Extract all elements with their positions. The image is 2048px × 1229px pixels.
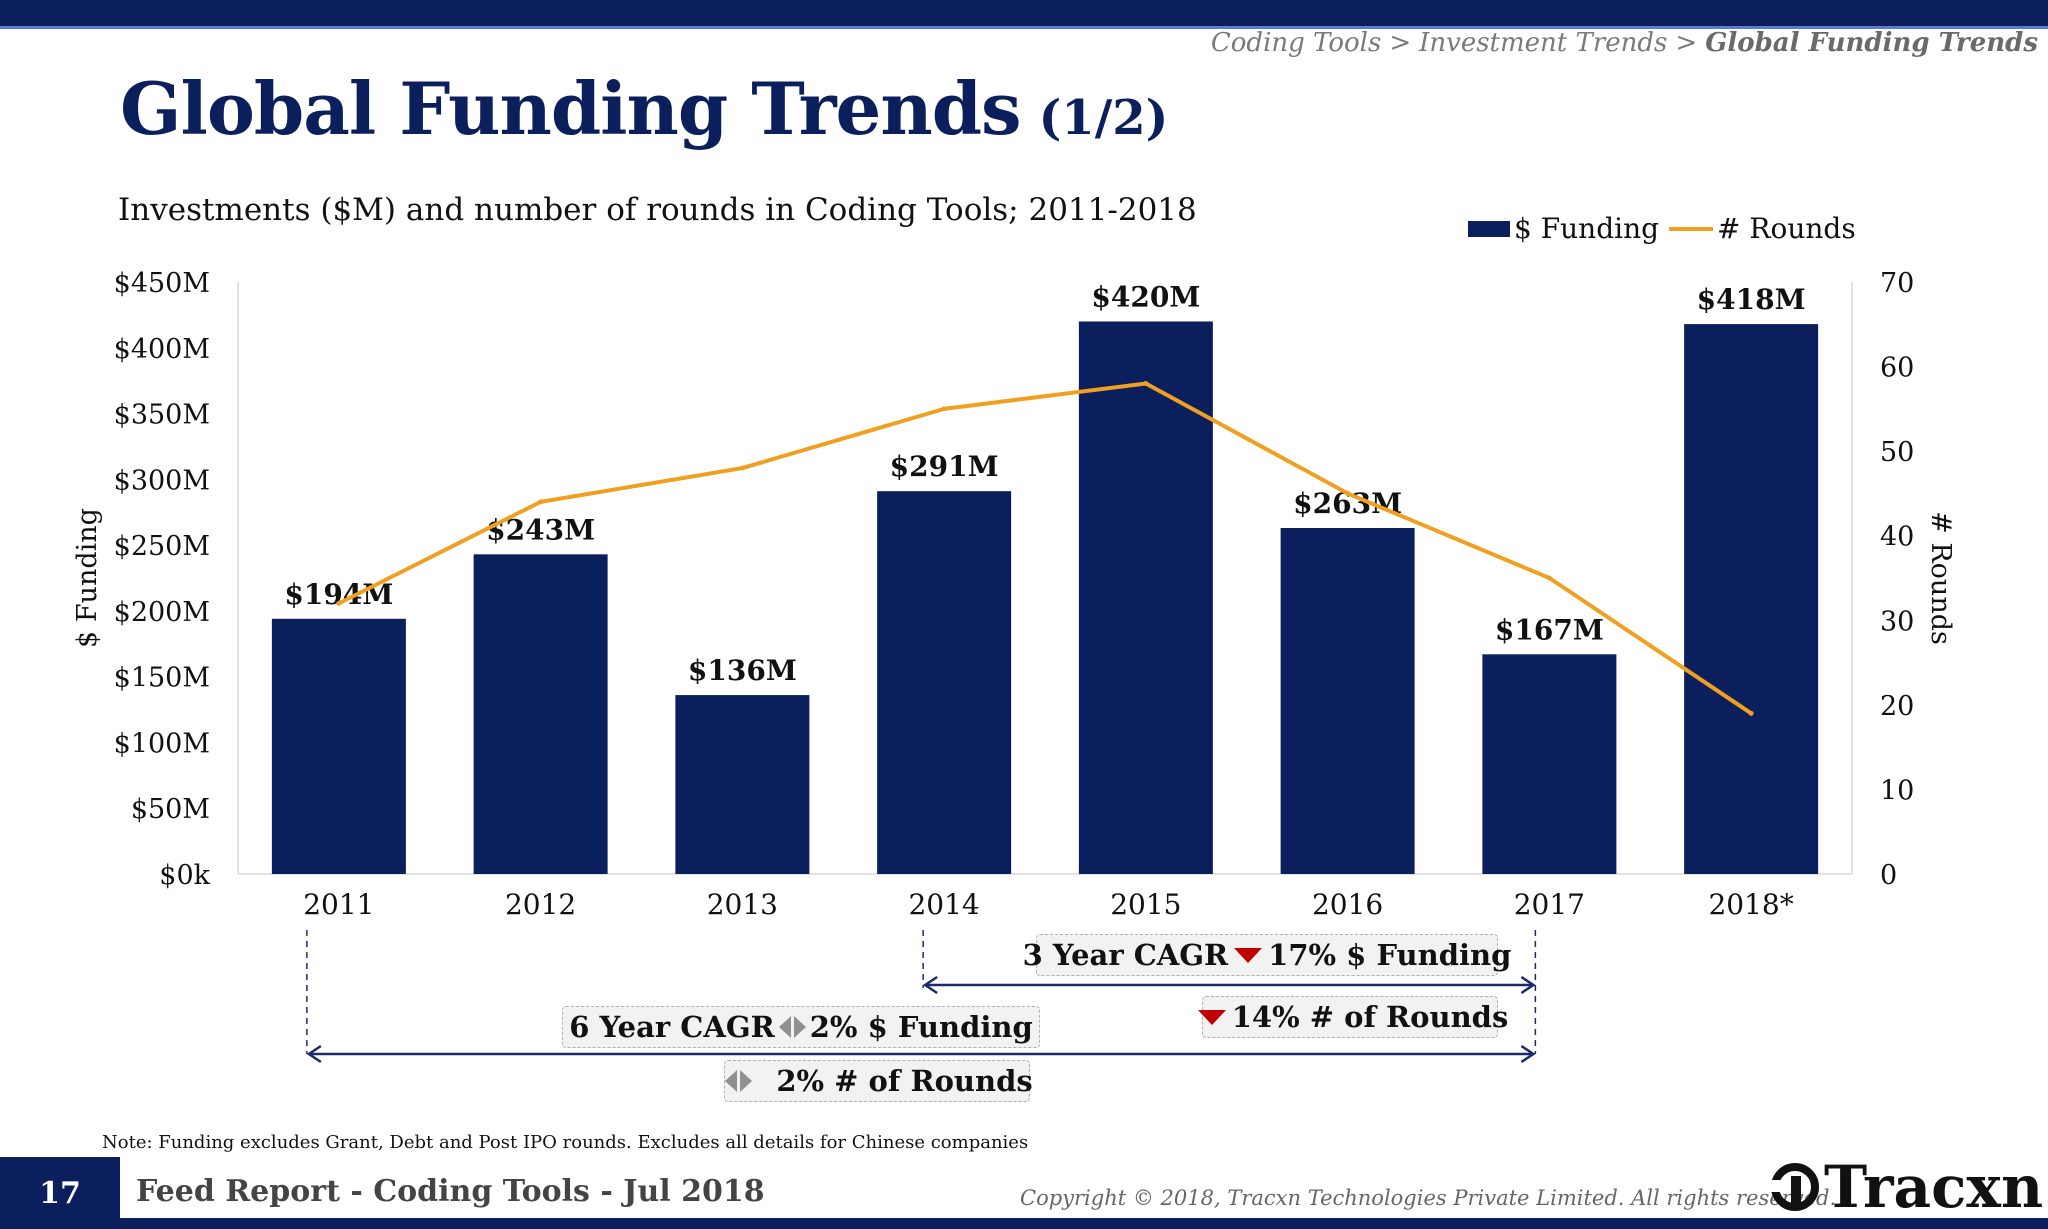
y-tick-label: $100M xyxy=(114,728,210,759)
chart-subtitle: Investments ($M) and number of rounds in… xyxy=(118,192,1197,228)
breadcrumb-item[interactable]: Coding Tools xyxy=(1210,28,1382,58)
rounds-point xyxy=(1143,380,1149,386)
y-right-tick-label: 10 xyxy=(1880,775,1914,806)
arrow-3yr-head-right xyxy=(1520,975,1536,995)
y-right-tick-label: 60 xyxy=(1880,353,1914,384)
rounds-point xyxy=(1345,490,1351,496)
y-right-tick-label: 70 xyxy=(1880,268,1914,299)
bar xyxy=(675,695,810,874)
breadcrumb-separator: > xyxy=(1389,28,1412,58)
bar-data-label: $420M xyxy=(1091,280,1200,313)
chart-legend: $ Funding # Rounds xyxy=(1468,212,1856,245)
breadcrumb-item[interactable]: Investment Trends xyxy=(1419,28,1668,58)
report-title: Feed Report - Coding Tools - Jul 2018 xyxy=(136,1174,765,1209)
bar-data-label: $243M xyxy=(486,513,595,546)
y-tick-label: $150M xyxy=(114,663,210,694)
rounds-point xyxy=(739,465,745,471)
legend-bar-label: $ Funding xyxy=(1514,212,1660,245)
bar xyxy=(1078,321,1213,874)
x-tick-label: 2015 xyxy=(1110,888,1181,921)
bar-data-label: $136M xyxy=(688,654,797,687)
footer-bar xyxy=(0,1218,2048,1229)
bar xyxy=(877,491,1012,874)
x-tick-label: 2017 xyxy=(1514,888,1585,921)
rounds-point xyxy=(941,406,947,412)
arrow-6yr-head-left xyxy=(306,1044,322,1064)
tracxn-logo-icon xyxy=(1770,1163,1819,1211)
y-right-tick-label: 20 xyxy=(1880,691,1914,722)
y-tick-label: $200M xyxy=(114,597,210,628)
tracxn-logo-text: Tracxn xyxy=(1824,1153,2044,1221)
bar xyxy=(1684,324,1819,874)
rounds-line xyxy=(337,381,1753,715)
page-title-main: Global Funding Trends xyxy=(120,66,1022,151)
y-axis-right-title: # Rounds xyxy=(1925,511,1956,645)
legend-bar-swatch xyxy=(1468,220,1510,237)
cagr-6yr-rounds-box: 2% # of Rounds xyxy=(724,1060,1033,1102)
page-number: 17 xyxy=(0,1157,120,1229)
y-right-tick-label: 30 xyxy=(1880,606,1914,637)
page-title: Global Funding Trends (1/2) xyxy=(120,66,1168,151)
arrow-3yr-head-left xyxy=(922,975,938,995)
cagr-6yr-rounds: 2% # of Rounds xyxy=(776,1064,1033,1098)
down-arrow-icon xyxy=(1197,1009,1226,1025)
bar xyxy=(271,618,406,874)
y-tick-label: $350M xyxy=(114,400,210,431)
cagr-3yr-funding-box: 3 Year CAGR 17% $ Funding xyxy=(1023,934,1511,976)
rounds-point xyxy=(1748,710,1754,716)
y-tick-label: $300M xyxy=(114,465,210,496)
cagr-6yr-funding: 2% $ Funding xyxy=(809,1010,1033,1044)
x-tick-label: 2016 xyxy=(1312,888,1383,921)
breadcrumb-current: Global Funding Trends xyxy=(1705,28,2038,58)
x-tick-label: 2014 xyxy=(908,888,979,921)
y-tick-label: $0k xyxy=(159,860,210,891)
top-bar xyxy=(0,0,2048,26)
flat-arrows-icon xyxy=(778,1016,806,1038)
cagr-3yr-rounds-box: 14% # of Rounds xyxy=(1197,996,1508,1038)
bar xyxy=(1280,528,1415,874)
arrow-6yr-head-right xyxy=(1520,1044,1536,1064)
y-right-tick-label: 0 xyxy=(1880,860,1897,891)
y-tick-label: $50M xyxy=(131,794,210,825)
tracxn-logo: Tracxn xyxy=(1770,1153,2043,1221)
breadcrumb: Coding Tools > Investment Trends > Global Fu… xyxy=(1211,28,2038,58)
cagr-6yr-label: 6 Year CAGR xyxy=(569,1010,775,1044)
x-tick-label: 2011 xyxy=(303,888,374,921)
y-right-tick-label: 50 xyxy=(1880,437,1914,468)
y-tick-label: $250M xyxy=(114,531,210,562)
y-right-tick-label: 40 xyxy=(1880,522,1914,553)
rounds-point xyxy=(336,600,342,606)
down-arrow-icon xyxy=(1234,947,1263,963)
x-tick-label: 2018* xyxy=(1708,888,1793,921)
rounds-point xyxy=(1546,575,1552,581)
flat-arrows-icon xyxy=(725,1070,753,1092)
x-tick-label: 2012 xyxy=(505,888,576,921)
y-tick-label: $450M xyxy=(114,268,210,299)
cagr-3yr-label: 3 Year CAGR xyxy=(1022,938,1229,972)
y-axis-title: $ Funding xyxy=(72,508,103,648)
cagr-6yr-funding-box: 6 Year CAGR 2% $ Funding xyxy=(562,1006,1040,1048)
bar-data-label: $167M xyxy=(1495,613,1604,646)
x-tick-label: 2013 xyxy=(707,888,778,921)
top-bar-accent xyxy=(0,26,2048,29)
bar-data-label: $291M xyxy=(890,450,999,483)
page-number-text: 17 xyxy=(39,1175,81,1211)
y-tick-label: $400M xyxy=(114,334,210,365)
page-title-part: (1/2) xyxy=(1038,90,1169,146)
legend-line-swatch xyxy=(1669,226,1714,231)
cagr-3yr-rounds: 14% # of Rounds xyxy=(1231,1000,1509,1034)
breadcrumb-separator: > xyxy=(1675,28,1698,58)
copyright: Copyright © 2018, Tracxn Technologies Pr… xyxy=(1020,1186,1837,1210)
footnote: Note: Funding excludes Grant, Debt and P… xyxy=(102,1132,1029,1153)
legend-line-label: # Rounds xyxy=(1717,212,1856,245)
rounds-point xyxy=(538,499,544,505)
cagr-3yr-funding: 17% $ Funding xyxy=(1268,938,1512,972)
bar xyxy=(473,554,608,874)
bar-data-label: $418M xyxy=(1697,283,1806,316)
bar xyxy=(1482,654,1617,874)
